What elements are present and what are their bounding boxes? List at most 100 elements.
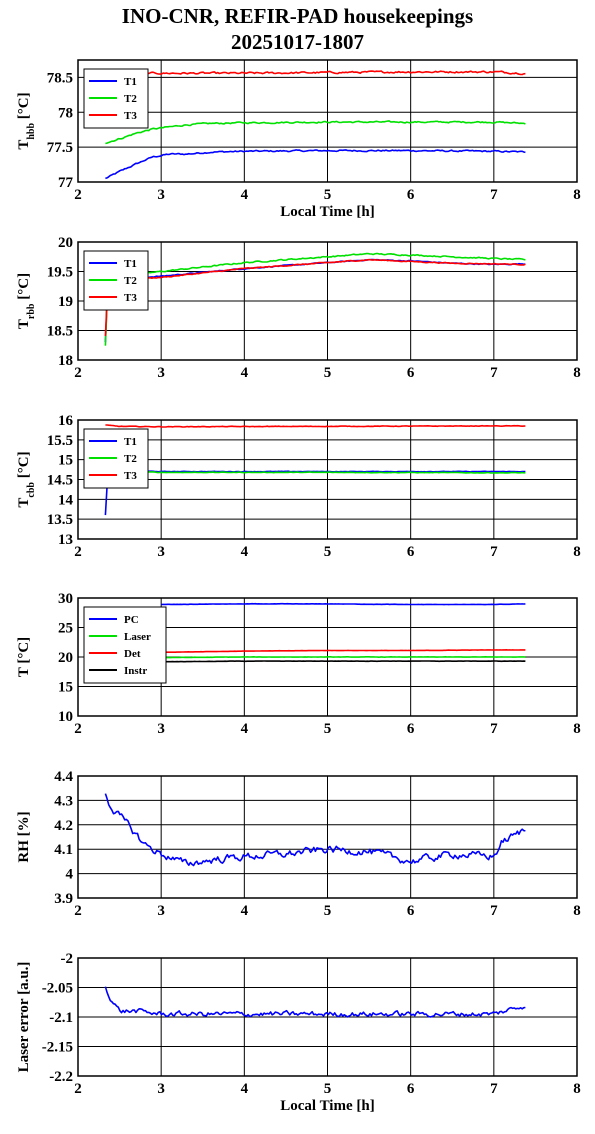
x-tick-label: 2 [74,903,82,919]
x-tick-label: 6 [407,365,415,381]
series-line-t2 [105,120,526,145]
x-tick-label: 3 [157,721,165,737]
x-tick-label: 7 [490,544,498,560]
x-tick-label: 3 [157,1081,165,1097]
x-tick-label: 5 [324,187,332,203]
x-axis-label: Local Time [h] [280,1098,374,1114]
x-tick-label: 2 [74,721,82,737]
x-tick-label: 7 [490,187,498,203]
x-tick-label: 2 [74,1081,82,1097]
y-tick-label: 15.5 [47,433,73,449]
series-line-data [104,986,526,1018]
y-tick-label: 10 [58,709,73,725]
x-tick-label: 8 [573,1081,581,1097]
y-tick-label: 4.1 [54,842,73,858]
panel-4: 2 3 4 5 6 7 8 10 15 20 25 30 T [°C] PC Laser Det Instr [16,591,581,737]
plot-frame [77,597,578,717]
y-tick-label: 78 [58,105,73,121]
x-axis-label: Local Time [h] [280,204,374,220]
panel-3: 2 3 4 5 6 7 8 13 13.5 14 14.5 15 15.5 16 Tcbb [°C] T1 T2… [16,413,581,560]
y-tick-label: 19 [58,294,73,310]
x-tick-label: 3 [157,365,165,381]
y-tick-label: 4 [66,867,74,883]
y-tick-label: -2 [61,951,74,967]
x-tick-label: 4 [241,903,249,919]
legend: T1 T2 T3 [83,428,149,489]
y-axis-label: Thbb [°C] [16,92,37,149]
plot-frame [77,419,578,540]
legend-label: Det [124,648,141,660]
x-tick-label: 6 [407,1081,415,1097]
panel-2: 2 3 4 5 6 7 8 18 18.5 19 19.5 20 Trbb [°C] T1 T2 T3 [16,235,581,381]
x-tick-label: 6 [407,187,415,203]
x-tick-label: 7 [490,1081,498,1097]
legend-label: T2 [124,453,137,465]
x-tick-label: 2 [74,365,82,381]
chart-title-line-1: INO-CNR, REFIR-PAD housekeepings [121,4,474,28]
y-tick-label: 15 [58,680,73,696]
x-tick-label: 5 [324,721,332,737]
y-tick-label: 30 [58,591,73,607]
x-tick-label: 5 [324,1081,332,1097]
y-tick-label: 20 [58,235,73,251]
x-tick-label: 2 [74,544,82,560]
series-line-laser [161,656,526,659]
y-tick-label: 16 [58,413,74,429]
legend-label: T2 [124,93,137,105]
y-tick-label: 18.5 [47,324,73,340]
legend: T1 T2 T3 [83,68,149,129]
y-tick-label: 13.5 [47,512,73,528]
legend-label: T3 [124,110,137,122]
x-tick-label: 6 [407,544,415,560]
y-tick-label: 13 [58,532,73,548]
x-tick-label: 3 [157,187,165,203]
panel-5: 2 3 4 5 6 7 8 3.9 4 4.1 4.2 4.3 4.4 RH [%] [16,769,581,919]
plot-frame [77,775,578,899]
series-line-instr [161,660,526,663]
x-tick-label: 3 [157,903,165,919]
series-line-t1 [105,149,526,180]
y-tick-label: 3.9 [54,891,73,907]
y-tick-label: -2.1 [49,1010,73,1026]
series-line-data [104,793,526,867]
x-tick-label: 8 [573,721,581,737]
legend: PC Laser Det Instr [83,606,167,684]
legend-label: T2 [124,275,137,287]
legend: T1 T2 T3 [83,250,149,311]
y-tick-label: 18 [58,353,73,369]
x-tick-label: 4 [241,721,249,737]
x-tick-label: 7 [490,903,498,919]
panel-6: 2 3 4 5 6 7 8 -2.2 -2.15 -2.1 -2.05 -2 Local Time [h… [16,951,581,1114]
series-line-t3 [105,70,526,76]
legend-label: T1 [124,258,137,270]
plot-frame [77,957,578,1077]
y-tick-label: 19.5 [47,265,73,281]
legend-label: T1 [124,76,137,88]
y-axis-label: T [°C] [16,637,32,677]
series-line-t2 [104,252,526,346]
legend-label: T3 [124,292,137,304]
series-line-t3 [104,258,526,337]
y-tick-label: 20 [58,650,73,666]
plot-frame [77,241,578,361]
x-tick-label: 7 [490,365,498,381]
y-tick-label: 25 [58,621,73,637]
x-tick-label: 6 [407,903,415,919]
x-tick-label: 4 [241,1081,249,1097]
x-tick-label: 6 [407,721,415,737]
series-line-t1 [104,469,526,516]
y-tick-label: 78.5 [47,70,73,86]
y-tick-label: 4.3 [54,793,73,809]
x-tick-label: 8 [573,903,581,919]
legend-label: T3 [124,470,137,482]
x-tick-label: 3 [157,544,165,560]
y-tick-label: 4.2 [54,818,73,834]
y-axis-label: Trbb [°C] [16,273,37,329]
x-tick-label: 8 [573,187,581,203]
series-line-pc [161,602,526,606]
x-tick-label: 5 [324,903,332,919]
y-tick-label: 77.5 [47,140,73,156]
y-tick-label: 15 [58,453,73,469]
